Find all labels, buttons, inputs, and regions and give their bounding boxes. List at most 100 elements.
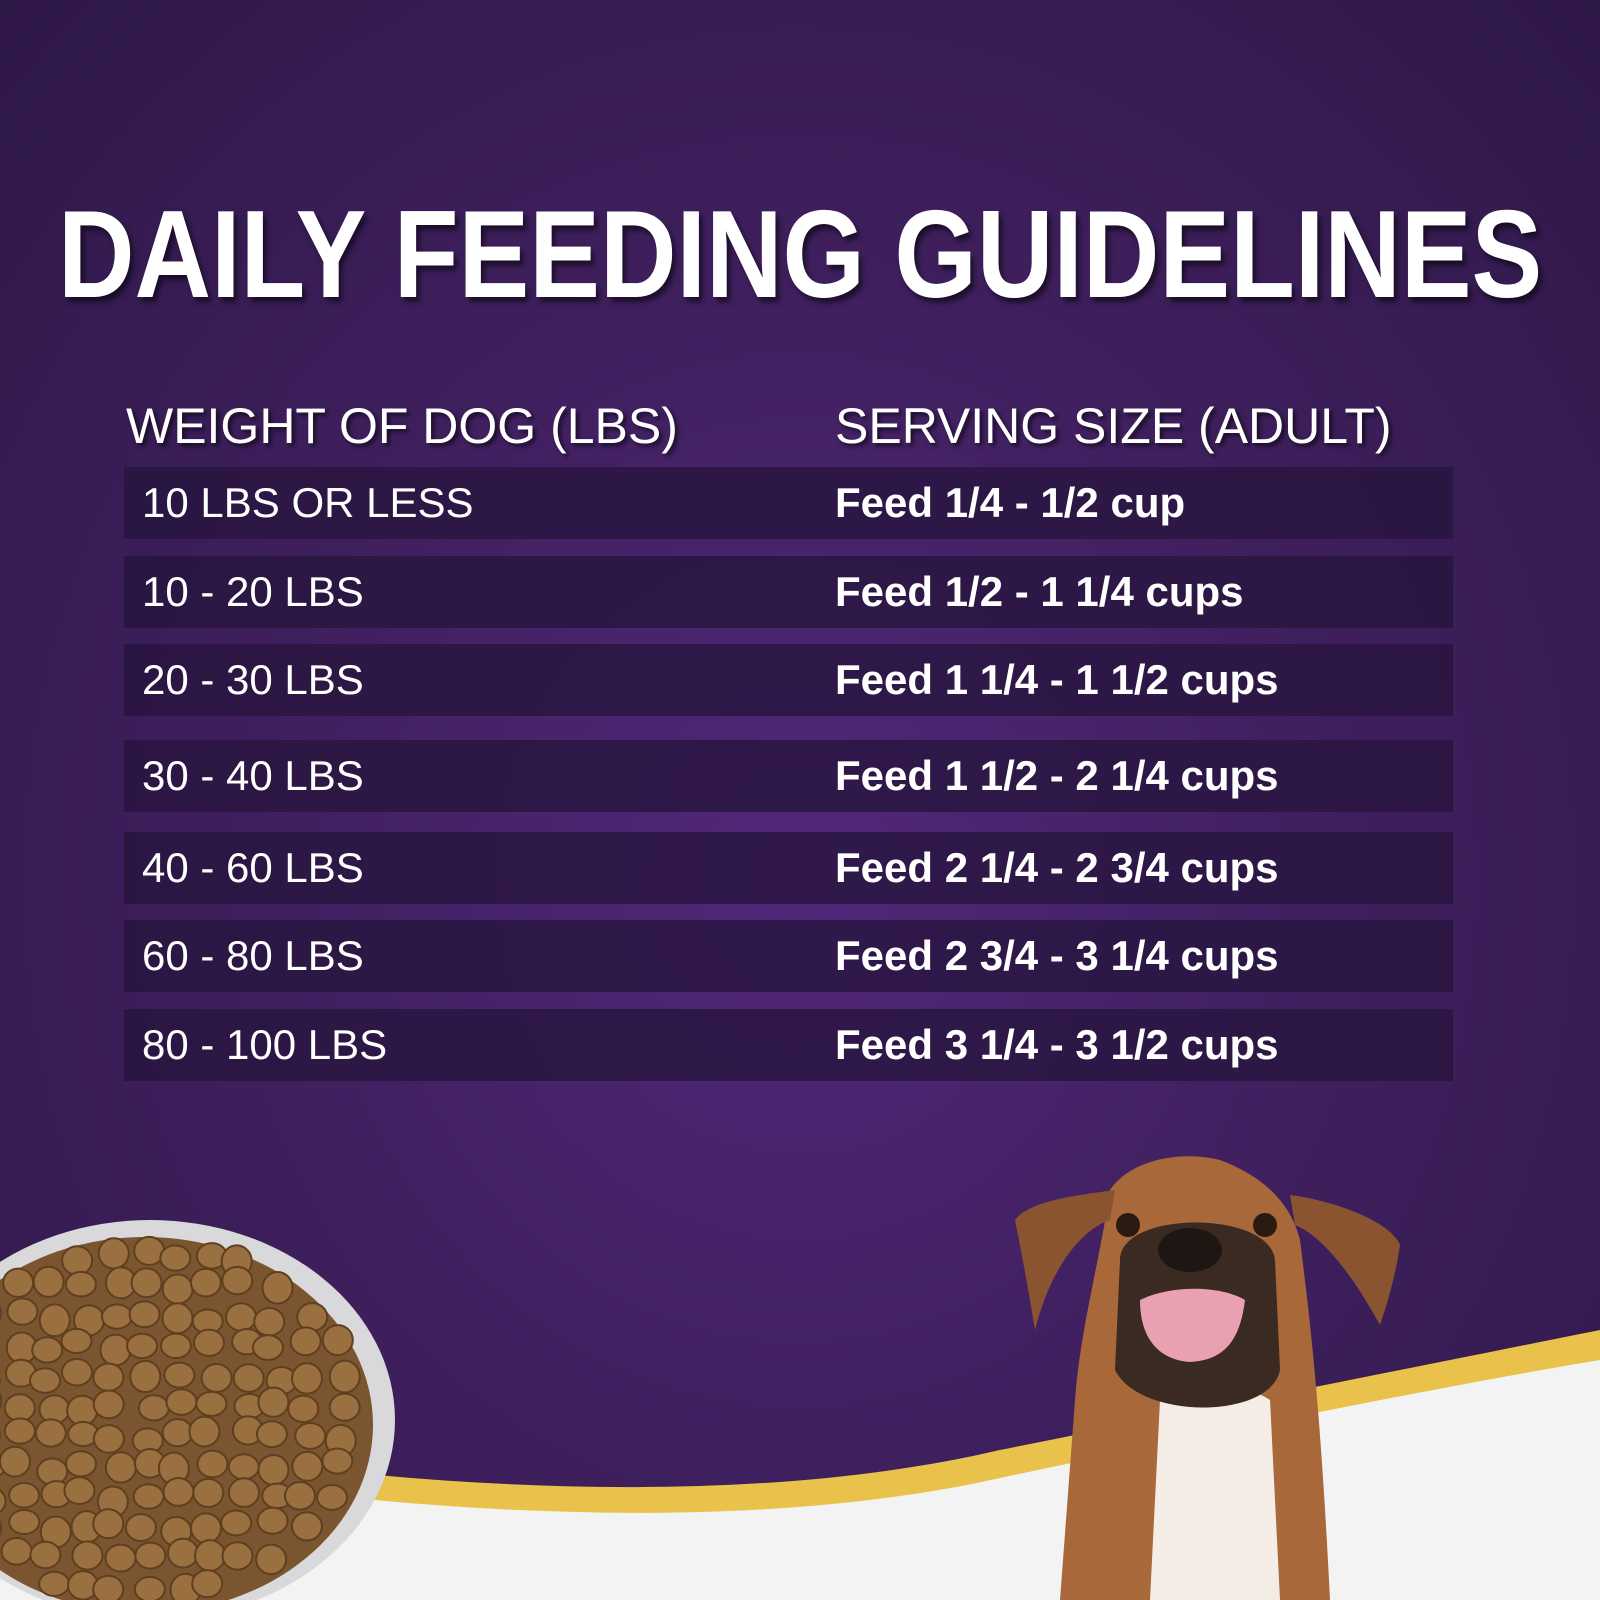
serving-cell: Feed 3 1/4 - 3 1/2 cups xyxy=(835,1021,1279,1068)
kibble-piece xyxy=(296,1302,329,1332)
kibble-piece xyxy=(61,1245,94,1276)
kibble-piece xyxy=(289,1326,322,1357)
kibble-piece xyxy=(255,1420,288,1449)
kibble-piece xyxy=(287,1394,320,1424)
kibble-piece xyxy=(60,1327,93,1355)
weight-cell: 10 LBS OR LESS xyxy=(142,479,474,526)
kibble-piece xyxy=(188,1415,221,1448)
kibble-piece xyxy=(190,1512,223,1545)
kibble-piece xyxy=(220,1509,253,1537)
kibble-piece xyxy=(92,1389,125,1420)
serving-cell: Feed 1/2 - 1 1/4 cups xyxy=(835,568,1244,615)
kibble-piece xyxy=(32,1265,65,1298)
kibble-piece xyxy=(3,1393,36,1423)
kibble-piece xyxy=(284,1481,317,1511)
kibble-piece xyxy=(0,1537,33,1566)
kibble-piece xyxy=(2,1267,35,1298)
kibble-piece xyxy=(290,1511,323,1542)
kibble-piece xyxy=(225,1302,258,1332)
kibble-piece xyxy=(6,1297,39,1326)
kibble-piece xyxy=(64,1450,97,1478)
kibble-piece xyxy=(200,1362,233,1393)
weight-cell: 40 - 60 LBS xyxy=(142,844,364,891)
page-title: DAILY FEEDING GUIDELINES xyxy=(58,186,1543,324)
kibble-piece xyxy=(133,1575,166,1600)
kibble-piece xyxy=(194,1539,227,1572)
kibble-piece xyxy=(196,1449,229,1479)
kibble-piece xyxy=(159,1332,192,1360)
weight-cell: 80 - 100 LBS xyxy=(142,1021,388,1068)
table-row: 10 LBS OR LESS Feed 1/4 - 1/2 cup xyxy=(124,467,1453,539)
kibble-piece xyxy=(163,1361,196,1389)
kibble-piece xyxy=(100,1303,133,1330)
kibble-piece xyxy=(166,1537,199,1569)
kibble-piece xyxy=(92,1424,125,1454)
serving-cell: Feed 2 1/4 - 2 3/4 cups xyxy=(835,844,1279,891)
kibble-piece xyxy=(256,1506,289,1535)
kibble-piece xyxy=(159,1244,192,1272)
kibble-piece xyxy=(161,1273,194,1305)
kibble-piece xyxy=(257,1386,290,1418)
kibble-piece xyxy=(0,1445,31,1478)
kibble-piece xyxy=(162,1476,195,1507)
kibble-piece xyxy=(124,1513,157,1543)
kibble-piece xyxy=(38,1570,71,1597)
kibble-piece xyxy=(130,1267,163,1299)
kibble-piece xyxy=(232,1363,265,1393)
kibble-piece xyxy=(128,1300,161,1329)
kibble-piece xyxy=(328,1359,361,1394)
table-row: 20 - 30 LBS Feed 1 1/4 - 1 1/2 cups xyxy=(124,644,1453,716)
kibble-piece xyxy=(165,1388,198,1416)
kibble-piece xyxy=(161,1302,194,1335)
kibble-piece xyxy=(227,1477,260,1508)
kibble-piece xyxy=(63,1476,96,1506)
kibble-piece xyxy=(137,1394,170,1422)
kibble-piece xyxy=(0,1519,3,1537)
kibble-piece xyxy=(161,1418,194,1448)
kibble-piece xyxy=(227,1453,260,1481)
serving-cell: Feed 1 1/2 - 2 1/4 cups xyxy=(835,752,1279,799)
kibble-piece xyxy=(191,1569,224,1599)
table-row: 10 - 20 LBS Feed 1/2 - 1 1/4 cups xyxy=(124,556,1453,628)
kibble-piece xyxy=(328,1392,361,1422)
kibble-piece xyxy=(189,1267,222,1298)
kibble-piece xyxy=(60,1358,93,1387)
kibble-piece xyxy=(294,1421,327,1450)
kibble-piece xyxy=(0,1489,7,1514)
kibble-piece xyxy=(29,1540,62,1570)
kibble-piece xyxy=(34,1418,67,1448)
kibble-piece xyxy=(255,1543,288,1576)
kibble-piece xyxy=(31,1336,64,1364)
kibble-piece xyxy=(261,1270,294,1305)
kibble-piece xyxy=(129,1359,162,1394)
kibble-piece xyxy=(71,1540,104,1571)
kibble-piece xyxy=(92,1508,125,1540)
kibble-piece xyxy=(126,1332,159,1360)
table-row: 30 - 40 LBS Feed 1 1/2 - 2 1/4 cups xyxy=(124,740,1453,812)
serving-cell: Feed 2 3/4 - 3 1/4 cups xyxy=(835,932,1279,979)
kibble-piece xyxy=(38,1303,71,1338)
kibble-piece xyxy=(29,1367,62,1394)
weight-cell: 60 - 80 LBS xyxy=(142,932,364,979)
kibble-piece xyxy=(316,1484,349,1511)
kibble-piece xyxy=(221,1541,254,1571)
kibble-piece xyxy=(3,1417,36,1445)
table-row: 80 - 100 LBS Feed 3 1/4 - 3 1/2 cups xyxy=(124,1009,1453,1081)
kibble-piece xyxy=(195,1390,228,1417)
kibble-piece xyxy=(321,1324,354,1357)
kibble-piece xyxy=(92,1574,125,1600)
kibble-bowl-image xyxy=(0,1220,395,1600)
header-weight: WEIGHT OF DOG (LBS) xyxy=(126,398,678,454)
kibble-piece xyxy=(0,1392,3,1410)
table-row: 60 - 80 LBS Feed 2 3/4 - 3 1/4 cups xyxy=(124,920,1453,992)
kibble-piece xyxy=(134,1541,167,1570)
serving-cell: Feed 1 1/4 - 1 1/2 cups xyxy=(835,656,1279,703)
kibble-piece xyxy=(64,1270,97,1298)
kibble-piece xyxy=(253,1307,286,1337)
kibble-piece xyxy=(104,1451,137,1484)
kibble-piece xyxy=(104,1543,137,1573)
kibble-piece xyxy=(97,1237,130,1270)
kibble-piece xyxy=(192,1328,225,1357)
weight-cell: 10 - 20 LBS xyxy=(142,568,364,615)
